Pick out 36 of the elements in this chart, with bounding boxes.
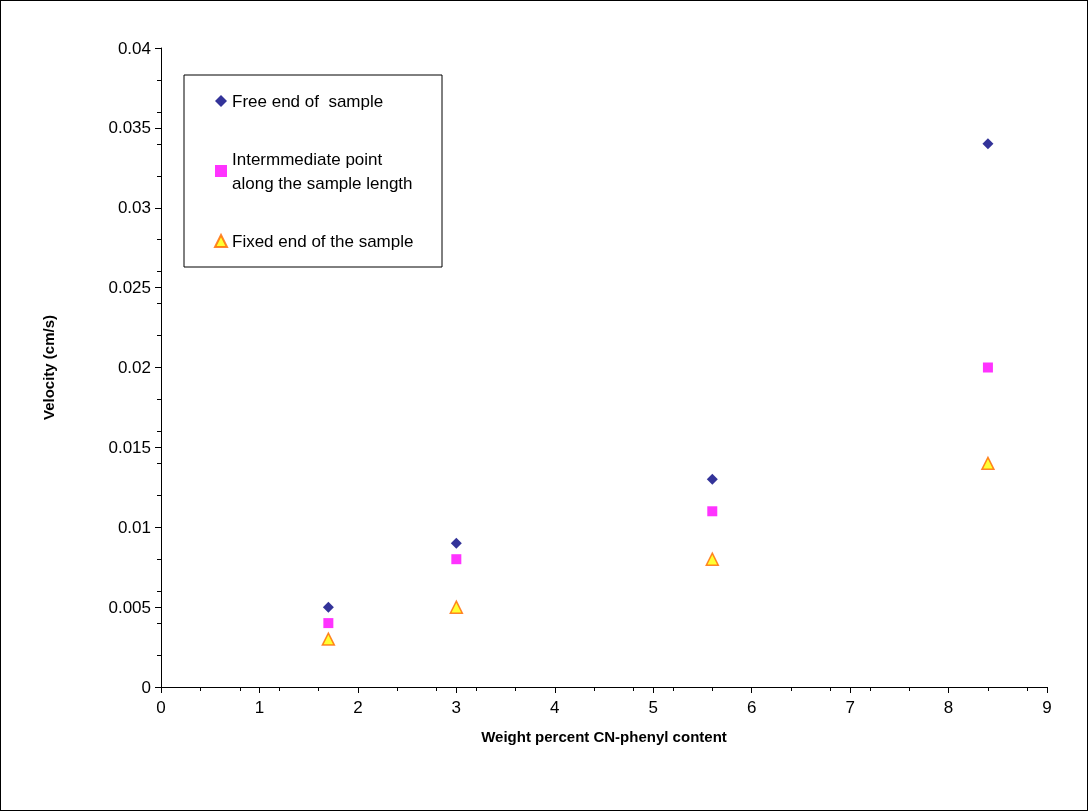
point [321,632,336,646]
x-tick-label: 6 [746,698,757,717]
x-tick-label: 0 [156,698,166,717]
point [981,456,995,471]
x-tick-label: 2 [353,698,363,717]
point [982,138,994,150]
legend-label: Intermmediate point along the sample length [232,149,413,193]
y-axis-title: Velocity (cm/s) [40,314,57,421]
point [449,600,464,614]
point [450,537,462,549]
x-tick-label: 5 [648,698,658,717]
y-tick-label: 0.025 [108,278,151,298]
x-tick-label: 9 [1042,698,1052,717]
point [451,554,462,565]
point [982,362,993,373]
point [707,506,718,517]
x-tick-label: 7 [845,698,855,717]
x-tick-label: 4 [550,698,560,717]
x-tick-label: 1 [254,698,265,717]
legend-label: Free end of sample [232,91,384,111]
point [706,473,718,485]
y-tick-label: 0.04 [117,38,151,58]
y-tick-label: 0.02 [117,358,151,377]
legend-label: Fixed end of the sample [232,231,414,251]
y-tick-label: 0 [141,677,151,697]
y-tick-label: 0.035 [108,118,151,138]
x-axis-title: Weight percent CN-phenyl content [481,728,727,745]
y-tick-label: 0.01 [117,517,151,537]
x-tick-label: 8 [943,698,954,717]
point [323,618,334,629]
y-tick-label: 0.005 [108,597,151,617]
y-tick-label: 0.015 [108,437,151,457]
y-tick-label: 0.03 [117,198,151,218]
point [322,601,334,613]
point [705,552,720,566]
x-tick-label: 3 [451,698,462,717]
